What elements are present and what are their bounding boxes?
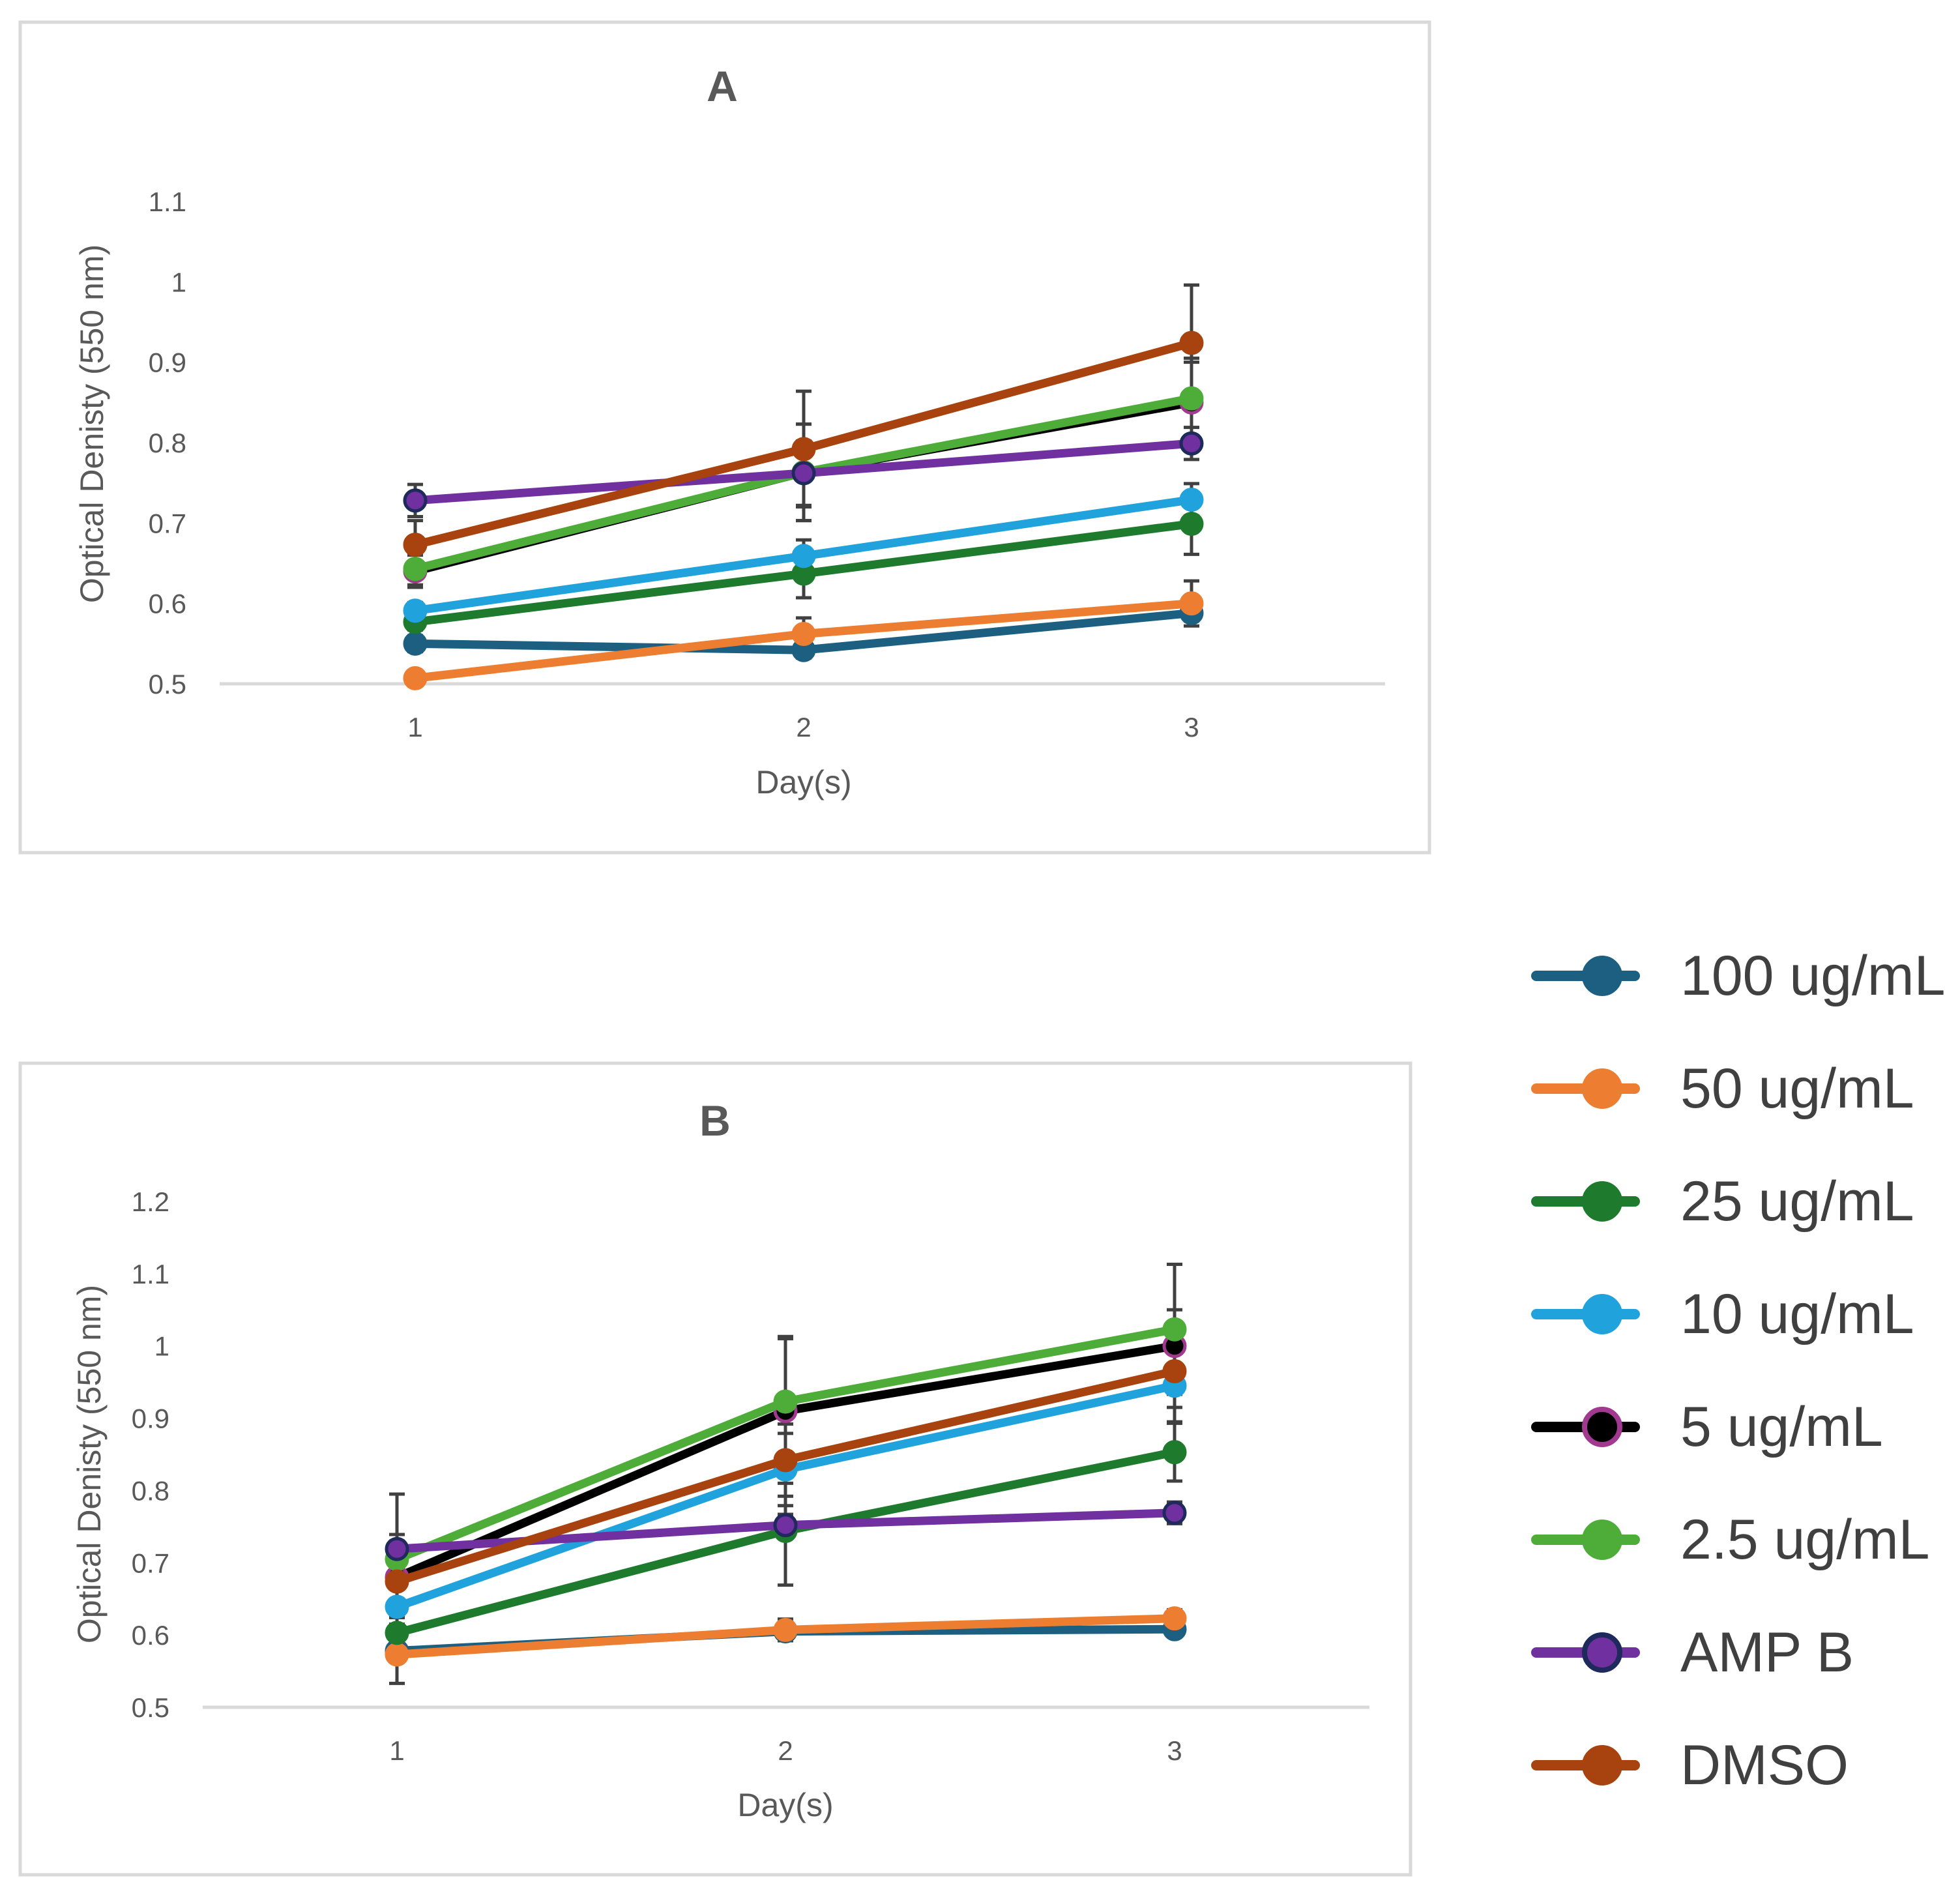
panel-a-x-tick-label: 2 bbox=[796, 712, 811, 742]
panel-a-y-tick-label: 0.5 bbox=[149, 669, 186, 699]
legend-item-100-ug-ml: 100 ug/mL bbox=[1531, 945, 1945, 1007]
legend-marker bbox=[1582, 1632, 1622, 1673]
data-point-100-ug-ml bbox=[403, 631, 428, 656]
data-point-amp-b bbox=[403, 488, 428, 513]
panel-b-y-tick-label: 1 bbox=[154, 1331, 169, 1362]
legend-label: 5 ug/mL bbox=[1680, 1396, 1883, 1458]
legend-label: 50 ug/mL bbox=[1680, 1057, 1914, 1120]
panel-b-x-tick-label: 2 bbox=[778, 1735, 793, 1766]
data-point-10-ug-ml bbox=[1179, 488, 1204, 512]
legend-item-50-ug-ml: 50 ug/mL bbox=[1531, 1057, 1914, 1120]
data-point-2-5-ug-ml bbox=[1162, 1317, 1187, 1342]
panel-a-y-tick-label: 0.8 bbox=[149, 428, 186, 458]
data-point-dmso bbox=[791, 437, 816, 462]
legend-label: AMP B bbox=[1680, 1621, 1854, 1684]
data-point-dmso bbox=[385, 1569, 409, 1594]
legend-marker bbox=[1582, 1407, 1622, 1447]
legend: 100 ug/mL 50 ug/mL 25 ug/mL 10 ug/mL 5 ug/mL… bbox=[1531, 945, 1945, 1797]
panel-a-y-axis-title: Optical Denisty (550 nm) bbox=[74, 244, 110, 603]
legend-marker bbox=[1582, 1294, 1622, 1334]
panel-a-y-tick-label: 0.6 bbox=[149, 589, 186, 619]
legend-label: 100 ug/mL bbox=[1680, 945, 1945, 1007]
legend-label: 25 ug/mL bbox=[1680, 1170, 1914, 1233]
data-point-10-ug-ml bbox=[385, 1594, 409, 1619]
panel-b-y-tick-label: 1.2 bbox=[132, 1186, 169, 1217]
data-point-2-5-ug-ml bbox=[773, 1389, 798, 1414]
legend-marker bbox=[1582, 1068, 1622, 1109]
data-point-50-ug-ml bbox=[791, 622, 816, 647]
panel-b-y-tick-label: 0.9 bbox=[132, 1403, 169, 1434]
panel-b-y-tick-label: 0.6 bbox=[132, 1620, 169, 1651]
legend-item-5-ug-ml: 5 ug/mL bbox=[1531, 1396, 1883, 1458]
panel-a-border bbox=[18, 20, 1431, 855]
legend-item-dmso: DMSO bbox=[1531, 1734, 1849, 1797]
data-point-dmso bbox=[1179, 331, 1204, 355]
data-point-50-ug-ml bbox=[1162, 1606, 1187, 1631]
data-point-dmso bbox=[1162, 1359, 1187, 1384]
panel-b-border bbox=[18, 1061, 1412, 1877]
legend-item-2-5-ug-ml: 2.5 ug/mL bbox=[1531, 1508, 1929, 1571]
panel-b-y-tick-label: 1.1 bbox=[132, 1259, 169, 1289]
panel-a-x-tick-label: 1 bbox=[407, 712, 422, 742]
panel-a-x-tick-label: 3 bbox=[1184, 712, 1199, 742]
data-point-amp-b bbox=[773, 1513, 798, 1538]
data-point-amp-b bbox=[1179, 431, 1204, 456]
legend-item-10-ug-ml: 10 ug/mL bbox=[1531, 1283, 1914, 1345]
data-point-2-5-ug-ml bbox=[1179, 386, 1204, 411]
data-point-amp-b bbox=[385, 1536, 409, 1561]
chart-panel-b: B 0.5 0.6 0.7 0.8 0.9 1 1.1 1.2 1 2 3 Day(s) Optic… bbox=[18, 1061, 1412, 1877]
panel-b-y-axis-title: Optical Denisty (550 nm) bbox=[71, 1285, 108, 1643]
legend-label: DMSO bbox=[1680, 1734, 1849, 1797]
panel-a-y-tick-label: 1.1 bbox=[149, 186, 186, 217]
panel-b-title: B bbox=[699, 1096, 731, 1145]
data-point-50-ug-ml bbox=[403, 666, 428, 690]
chart-panel-a: A 0.5 0.6 0.7 0.8 0.9 1 1.1 1 2 3 Day(s) Optical … bbox=[18, 20, 1431, 855]
panel-b-y-tick-label: 0.5 bbox=[132, 1692, 169, 1723]
legend-item-amp-b: AMP B bbox=[1531, 1621, 1854, 1684]
data-point-dmso bbox=[773, 1448, 798, 1473]
legend-marker bbox=[1582, 1745, 1622, 1785]
legend-marker bbox=[1582, 1520, 1622, 1560]
panel-a-y-tick-label: 1 bbox=[171, 267, 186, 297]
panel-b-y-tick-label: 0.7 bbox=[132, 1548, 169, 1578]
data-point-10-ug-ml bbox=[403, 598, 428, 623]
data-point-50-ug-ml bbox=[385, 1642, 409, 1667]
data-point-25-ug-ml bbox=[385, 1621, 409, 1645]
legend-label: 10 ug/mL bbox=[1680, 1283, 1914, 1345]
panel-b-y-tick-label: 0.8 bbox=[132, 1475, 169, 1506]
data-point-amp-b bbox=[1162, 1501, 1187, 1525]
data-point-amp-b bbox=[791, 461, 816, 486]
legend-item-25-ug-ml: 25 ug/mL bbox=[1531, 1170, 1914, 1233]
legend-label: 2.5 ug/mL bbox=[1680, 1508, 1929, 1571]
panel-b-x-tick-label: 3 bbox=[1167, 1735, 1182, 1766]
legend-marker bbox=[1582, 1181, 1622, 1222]
data-point-dmso bbox=[403, 533, 428, 557]
panel-a-x-axis-title: Day(s) bbox=[755, 764, 851, 801]
legend-marker bbox=[1582, 956, 1622, 996]
data-point-2-5-ug-ml bbox=[403, 557, 428, 581]
data-point-50-ug-ml bbox=[773, 1617, 798, 1642]
data-point-10-ug-ml bbox=[791, 544, 816, 568]
data-point-25-ug-ml bbox=[1179, 512, 1204, 536]
panel-a-y-tick-label: 0.7 bbox=[149, 508, 186, 538]
panel-b-x-axis-title: Day(s) bbox=[737, 1787, 833, 1823]
panel-b-x-tick-label: 1 bbox=[389, 1735, 404, 1766]
data-point-25-ug-ml bbox=[1162, 1440, 1187, 1465]
panel-a-title: A bbox=[707, 62, 738, 110]
panel-a-y-tick-label: 0.9 bbox=[149, 347, 186, 378]
data-point-50-ug-ml bbox=[1179, 591, 1204, 616]
